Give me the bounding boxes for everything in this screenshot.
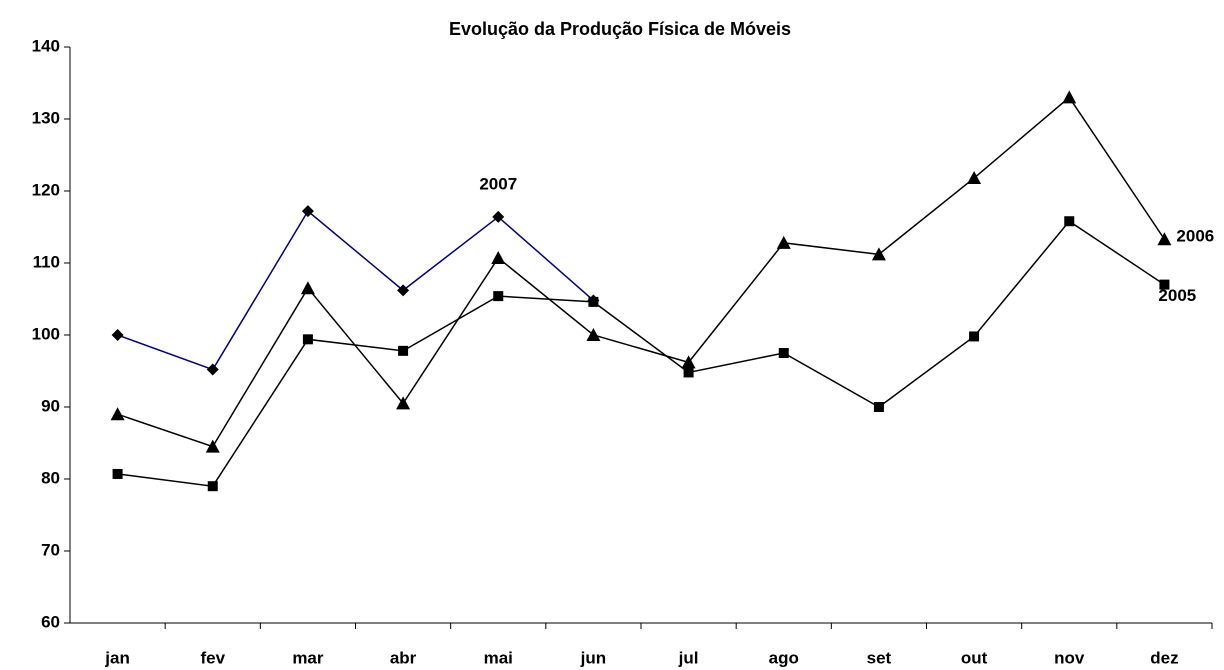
x-tick-label: ago	[769, 648, 799, 667]
line	[117, 210, 594, 371]
y-tick-label: 120	[32, 180, 60, 199]
point	[205, 439, 220, 453]
y-tick-label: 60	[41, 612, 60, 631]
y-tick-label: 100	[32, 324, 60, 343]
point	[491, 250, 506, 264]
x-tick-label: fev	[200, 648, 225, 667]
point	[112, 468, 123, 479]
point	[111, 329, 124, 341]
y-tick-label: 90	[41, 396, 60, 415]
x-tick-label: jan	[104, 648, 130, 667]
point	[301, 205, 314, 218]
point	[969, 331, 980, 342]
point	[302, 334, 313, 345]
series-label: 2006	[1176, 227, 1214, 246]
point	[778, 348, 789, 358]
point	[1159, 279, 1170, 290]
point	[206, 363, 219, 376]
x-tick-label: mai	[484, 648, 513, 667]
point	[396, 396, 411, 410]
point	[776, 235, 791, 249]
point	[967, 171, 982, 185]
y-tick-label: 140	[32, 36, 60, 55]
point	[871, 247, 886, 261]
series-label: 2005	[1158, 286, 1196, 305]
x-tick-label: jun	[580, 648, 607, 667]
point	[398, 345, 409, 356]
point	[397, 284, 410, 297]
line	[117, 220, 1165, 488]
point	[493, 291, 504, 302]
series-label: 2007	[479, 174, 517, 193]
x-tick-label: dez	[1150, 648, 1178, 667]
x-tick-label: out	[961, 648, 988, 667]
point	[207, 481, 218, 492]
point	[586, 328, 601, 341]
point	[873, 402, 884, 412]
chart-title: Evolução da Produção Física de Móveis	[449, 19, 791, 39]
point	[588, 296, 599, 307]
y-tick-label: 110	[33, 252, 60, 271]
point	[1064, 216, 1075, 227]
x-tick-label: nov	[1054, 648, 1085, 667]
point	[300, 281, 315, 295]
y-tick-label: 80	[41, 468, 60, 487]
y-tick-label: 70	[41, 540, 60, 559]
point	[492, 210, 505, 223]
x-tick-label: jul	[678, 648, 699, 667]
x-tick-label: set	[867, 648, 892, 667]
line	[117, 96, 1166, 448]
point	[681, 355, 696, 369]
point	[683, 367, 694, 378]
x-tick-label: mar	[292, 648, 324, 667]
point	[110, 407, 125, 421]
x-tick-label: abr	[390, 648, 417, 667]
point	[1157, 232, 1172, 246]
y-tick-label: 130	[32, 108, 60, 127]
point	[1062, 90, 1077, 104]
